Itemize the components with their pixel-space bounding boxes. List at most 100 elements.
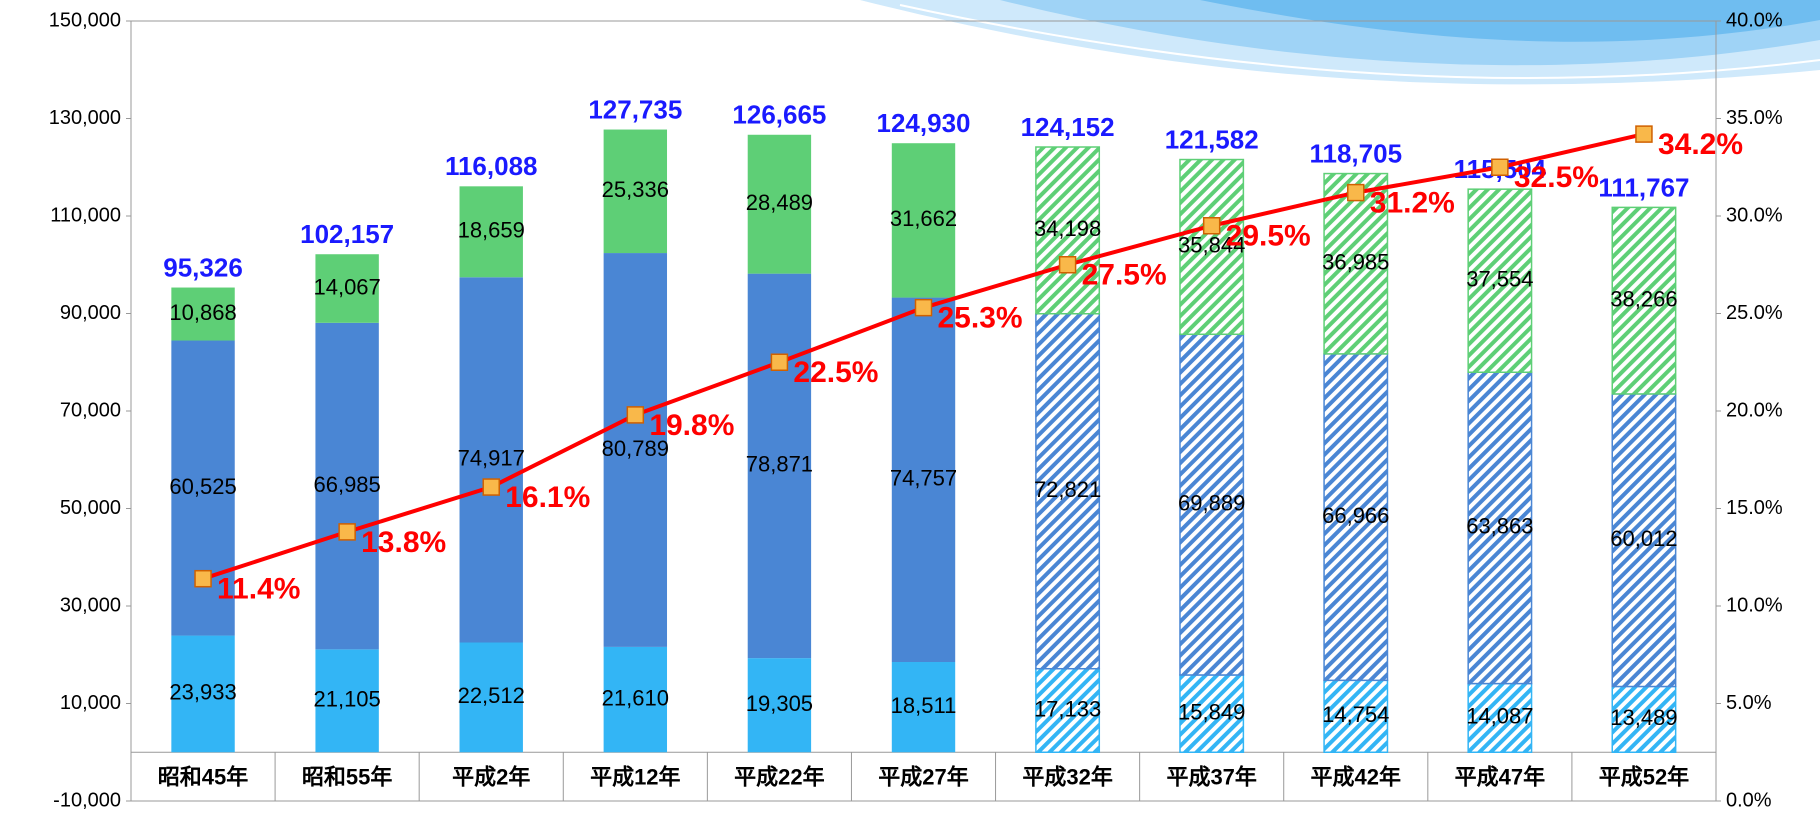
total-label: 124,152 xyxy=(1021,112,1115,142)
line-marker xyxy=(914,298,933,317)
segment-label: 35,844 xyxy=(1178,233,1245,258)
bar-segment xyxy=(603,129,668,254)
y-tick-label: 150,000 xyxy=(49,9,121,31)
line-value-label: 32.5% xyxy=(1514,161,1599,194)
segment-label: 14,087 xyxy=(1466,704,1533,729)
line-marker xyxy=(1635,125,1653,143)
y2-tick-label: 10.0% xyxy=(1726,594,1783,616)
x-tick-label: 平成37年 xyxy=(1166,764,1256,789)
total-label: 111,767 xyxy=(1598,172,1689,202)
total-label: 95,326 xyxy=(163,252,243,282)
x-tick-label: 平成2年 xyxy=(452,764,530,789)
bar-segment xyxy=(1611,393,1677,688)
total-label: 124,930 xyxy=(877,108,971,138)
line-value-label: 16.1% xyxy=(505,481,590,514)
line-marker xyxy=(626,406,645,424)
line-marker xyxy=(1491,158,1509,176)
segment-label: 18,511 xyxy=(891,693,957,718)
y-tick-label: 30,000 xyxy=(60,594,121,616)
total-label: 118,705 xyxy=(1309,138,1402,168)
total-label: 126,665 xyxy=(732,100,826,130)
y2-tick-label: 5.0% xyxy=(1726,692,1772,714)
segment-label: 19,305 xyxy=(746,691,813,716)
bar-segment xyxy=(1035,146,1101,315)
bar-segment xyxy=(1179,158,1245,336)
bar-segment xyxy=(459,277,523,643)
segment-label: 38,266 xyxy=(1610,286,1677,311)
y-tick-label: 70,000 xyxy=(60,399,121,421)
bar-segment xyxy=(1467,682,1533,753)
bar-segment xyxy=(1179,674,1245,754)
bar-segment xyxy=(1323,353,1389,682)
bar-segment xyxy=(1611,206,1677,395)
line-marker xyxy=(1202,217,1221,235)
bar-segment xyxy=(891,297,956,663)
segment-label: 21,105 xyxy=(313,687,380,712)
segment-label: 22,512 xyxy=(458,683,525,708)
bar-segment xyxy=(1323,172,1389,355)
bar-segment xyxy=(459,186,523,278)
segment-label: 18,659 xyxy=(458,218,525,243)
segment-label: 60,012 xyxy=(1610,526,1677,551)
decoration xyxy=(860,0,1820,85)
y2-tick-label: 15.0% xyxy=(1726,497,1783,519)
bar-segment xyxy=(459,642,523,753)
segment-label: 17,133 xyxy=(1034,696,1101,721)
segment-label: 74,917 xyxy=(458,446,525,471)
segment-label: 66,966 xyxy=(1322,503,1389,528)
segment-label: 66,985 xyxy=(313,472,380,497)
bar-segment xyxy=(603,646,668,753)
y2-tick-label: 35.0% xyxy=(1726,107,1783,129)
line-value-label: 13.8% xyxy=(361,526,446,559)
segment-label: 69,889 xyxy=(1178,490,1245,515)
x-tick-label: 昭和45年 xyxy=(158,764,248,789)
line-value-label: 27.5% xyxy=(1082,259,1167,292)
y2-tick-label: 0.0% xyxy=(1726,789,1772,811)
x-tick-label: 平成52年 xyxy=(1599,764,1689,789)
line-marker xyxy=(1058,256,1077,274)
x-tick-label: 平成47年 xyxy=(1455,764,1545,789)
x-tick-label: 昭和55年 xyxy=(302,764,392,789)
bar-segment xyxy=(315,322,379,650)
bar-segment xyxy=(747,658,812,753)
segment-label: 78,871 xyxy=(746,452,813,477)
line-marker xyxy=(194,569,212,588)
bar-segment xyxy=(1611,685,1677,754)
y-tick-label: 10,000 xyxy=(60,692,121,714)
y-tick-label: 90,000 xyxy=(60,302,121,324)
bar-segment xyxy=(1179,333,1245,676)
segment-label: 21,610 xyxy=(602,685,669,710)
bar-segment xyxy=(747,134,812,274)
x-tick-label: 平成27年 xyxy=(878,764,968,789)
line-value-label: 11.4% xyxy=(217,573,300,606)
y-tick-label: 130,000 xyxy=(49,107,121,129)
y2-tick-label: 20.0% xyxy=(1726,399,1783,421)
y-tick-label: 50,000 xyxy=(60,497,121,519)
segment-label: 14,067 xyxy=(313,274,380,299)
line-marker xyxy=(770,353,789,371)
line-marker xyxy=(338,523,356,541)
x-tick-label: 平成12年 xyxy=(590,764,680,789)
bar-segment xyxy=(1035,312,1101,670)
segment-label: 25,336 xyxy=(602,177,669,202)
bar-segment xyxy=(315,649,379,753)
segment-labels: 23,933 60,525 10,868 21,105 66,985 14,067 22,5… xyxy=(169,177,1677,730)
bar-segment xyxy=(171,287,235,341)
segment-label: 28,489 xyxy=(746,190,813,215)
segment-label: 14,754 xyxy=(1322,702,1389,727)
x-tick-label: 平成32年 xyxy=(1022,764,1112,789)
x-tick-label: 平成22年 xyxy=(734,764,824,789)
segment-label: 74,757 xyxy=(890,466,957,491)
line-value-label: 25.3% xyxy=(938,302,1023,335)
bar-segment xyxy=(171,635,235,753)
bar-segment xyxy=(747,273,812,659)
line-marker xyxy=(1347,183,1365,202)
bar-segment xyxy=(315,254,379,323)
line-value-label: 22.5% xyxy=(793,356,878,389)
bar-segment xyxy=(1035,667,1101,753)
segment-label: 63,863 xyxy=(1466,514,1533,539)
bars xyxy=(171,129,1677,754)
segment-label: 31,662 xyxy=(890,206,957,231)
y-tick-label: -10,000 xyxy=(53,789,121,811)
